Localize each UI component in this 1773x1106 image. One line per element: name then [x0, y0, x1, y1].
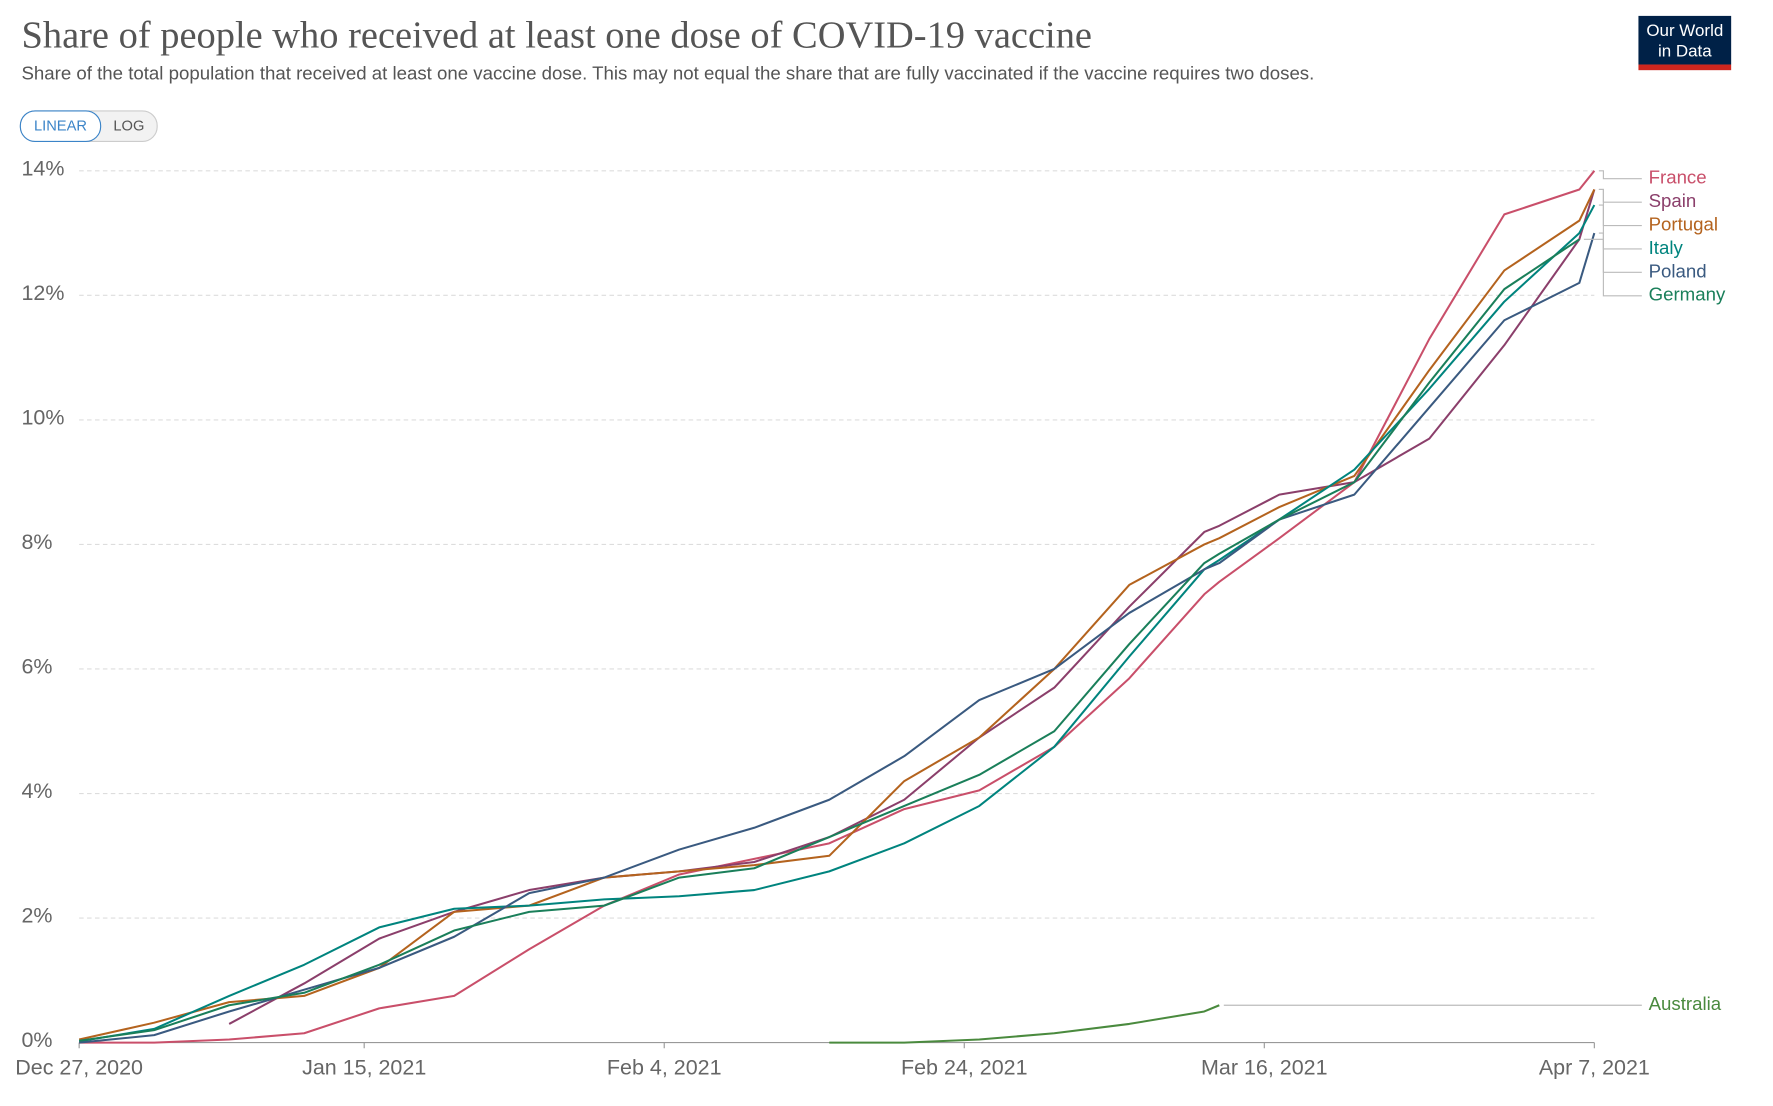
series-line: [79, 170, 1596, 1044]
chart-subtitle: Share of the total population that recei…: [21, 63, 1314, 84]
y-tick-label: 14%: [21, 156, 64, 180]
logo[interactable]: Our World in Data: [1638, 15, 1732, 71]
logo-bar: [1638, 64, 1732, 71]
legend-label: Germany: [1649, 284, 1726, 305]
x-tick-label: Dec 27, 2020: [15, 1055, 143, 1079]
logo-box: [1638, 15, 1732, 65]
label-connector: [1598, 188, 1642, 203]
legend-label: Australia: [1649, 993, 1722, 1014]
label-connector: [1598, 232, 1642, 273]
y-tick-label: 12%: [21, 281, 64, 305]
legend-label: France: [1649, 167, 1707, 188]
legend-label: Portugal: [1649, 213, 1718, 234]
y-tick-label: 10%: [21, 405, 64, 429]
label-connector: [1598, 188, 1642, 227]
series-line: [228, 189, 1596, 1025]
x-tick-label: Feb 4, 2021: [607, 1055, 722, 1079]
legend-label: Italy: [1649, 237, 1684, 258]
scale-toggle: LINEAR LOG: [19, 110, 158, 142]
linear-button[interactable]: [19, 110, 102, 142]
series-line: [78, 189, 1596, 1041]
chart-title: Share of people who received at least on…: [21, 14, 1092, 56]
y-tick-label: 8%: [21, 530, 52, 554]
logo-text: in Data: [1658, 42, 1712, 61]
label-connector: [1598, 204, 1642, 250]
y-tick-label: 0%: [21, 1028, 52, 1052]
x-tick-label: Mar 16, 2021: [1201, 1055, 1328, 1079]
y-tick-label: 2%: [21, 904, 52, 928]
y-tick-label: 4%: [21, 779, 52, 803]
legend-label: Poland: [1649, 260, 1707, 281]
logo-text: Our World: [1646, 21, 1723, 40]
y-tick-label: 6%: [21, 655, 52, 679]
series-line: [79, 238, 1580, 1042]
series-line: [829, 1004, 1220, 1044]
x-tick-label: Feb 24, 2021: [901, 1055, 1028, 1079]
x-tick-label: Apr 7, 2021: [1539, 1055, 1650, 1079]
x-tick-label: Jan 15, 2021: [302, 1055, 426, 1079]
label-connector: [1598, 170, 1642, 180]
legend-label: Spain: [1649, 190, 1697, 211]
series-line: [78, 204, 1596, 1043]
linear-label[interactable]: LINEAR: [34, 119, 87, 135]
log-label[interactable]: LOG: [113, 119, 144, 135]
series-line: [79, 232, 1596, 1044]
label-connector: [1583, 238, 1642, 297]
